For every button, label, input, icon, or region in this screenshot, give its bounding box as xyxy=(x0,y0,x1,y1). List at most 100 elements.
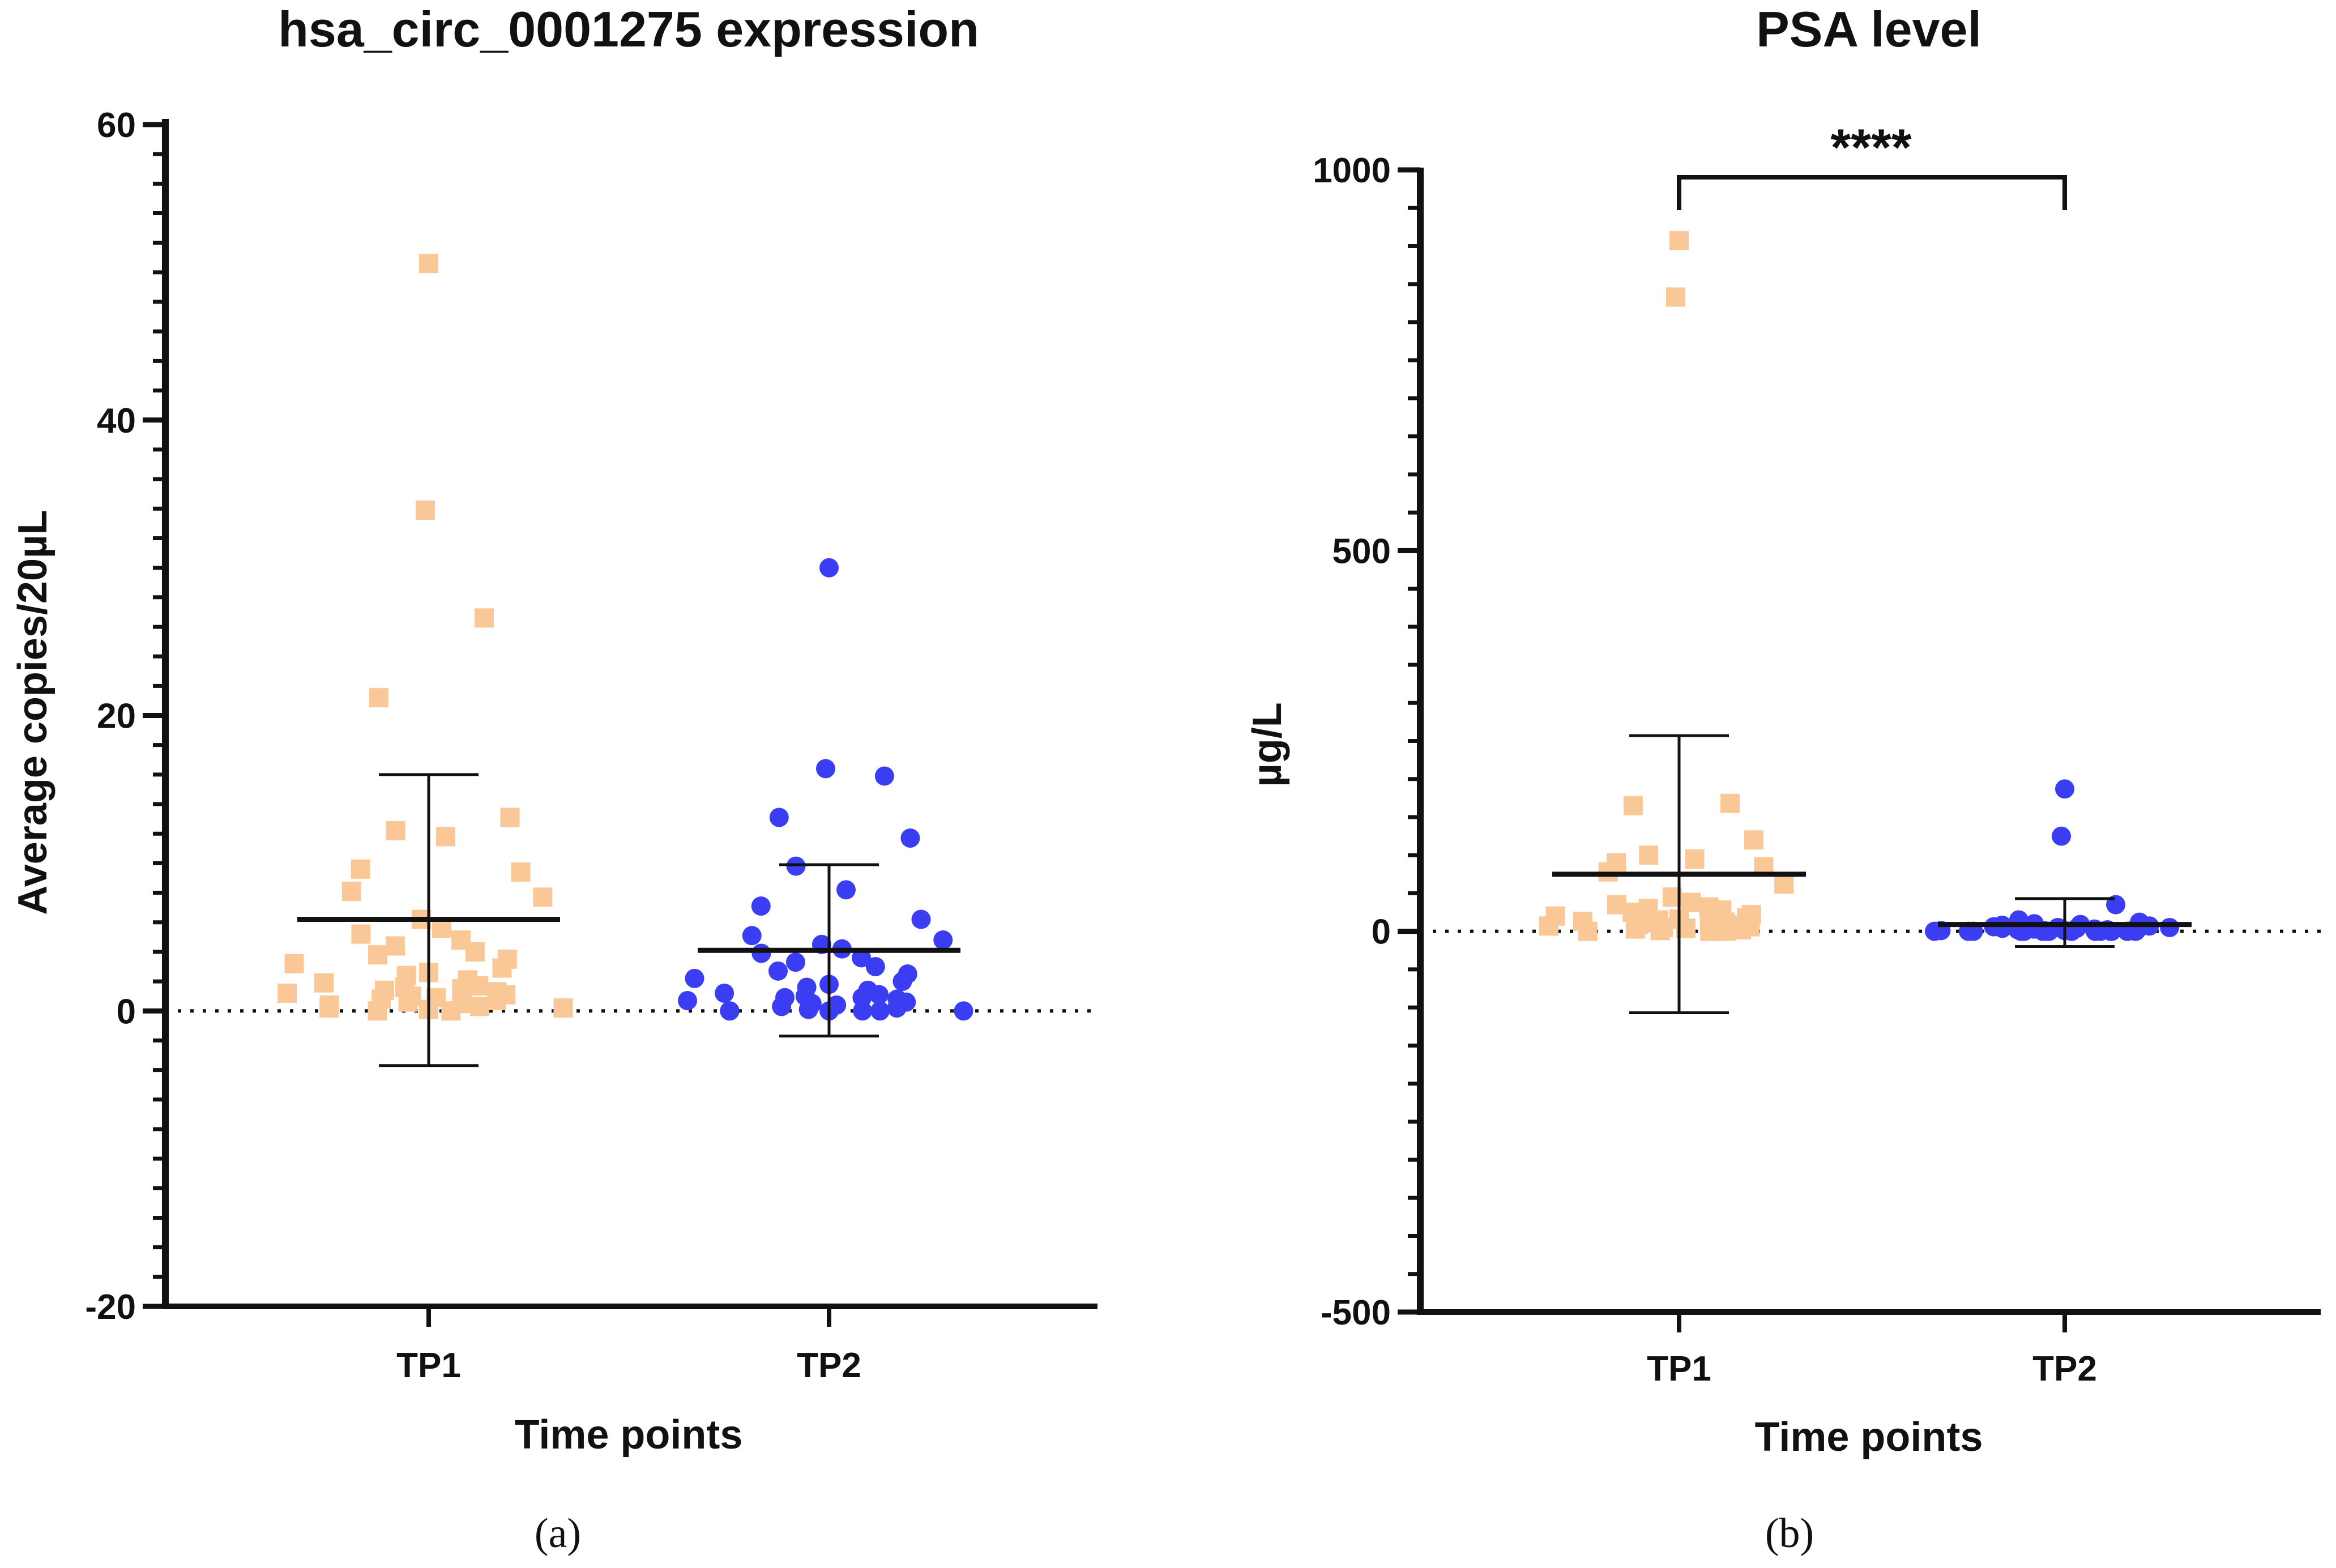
y-tick-label: 1000 xyxy=(1313,151,1391,190)
data-point-tp2 xyxy=(772,997,792,1016)
data-point-tp1 xyxy=(469,976,489,996)
data-point-tp2 xyxy=(852,948,872,968)
data-point-tp2 xyxy=(751,896,771,916)
y-tick-label: 0 xyxy=(117,992,136,1031)
panel-b-major-ticks: -500 0 500 1000 xyxy=(1313,151,1420,1332)
data-point-tp2 xyxy=(900,828,920,848)
data-point-tp1 xyxy=(284,954,304,973)
data-point-tp2 xyxy=(798,999,818,1019)
data-point-tp1 xyxy=(1539,916,1558,936)
data-point-tp1 xyxy=(1744,830,1763,850)
panel-a: hsa_circ_0001275 expression -20 0 20 40 60 T… xyxy=(10,1,1097,1557)
data-point-tp1 xyxy=(486,990,506,1010)
data-point-tp1 xyxy=(500,808,520,827)
panel-b-label: (b) xyxy=(1765,1510,1814,1557)
data-point-tp2 xyxy=(869,985,889,1005)
y-tick-label: -500 xyxy=(1321,1293,1391,1332)
data-point-tp1 xyxy=(1720,793,1740,813)
data-point-tp1 xyxy=(341,881,361,901)
data-point-tp1 xyxy=(1578,921,1598,941)
panel-b-title: PSA level xyxy=(1756,1,1981,57)
panel-b-x-axis-label: Time points xyxy=(1755,1415,1983,1460)
panel-a-points xyxy=(277,254,973,1021)
data-point-tp1 xyxy=(436,827,455,847)
data-point-tp1 xyxy=(1669,231,1689,251)
data-point-tp1 xyxy=(511,862,531,882)
data-point-tp2 xyxy=(853,1001,873,1021)
data-point-tp2 xyxy=(685,968,704,988)
data-point-tp2 xyxy=(751,943,771,963)
panel-a-x-tick-label-tp2: TP2 xyxy=(797,1346,861,1385)
data-point-tp2 xyxy=(768,961,788,981)
data-point-tp2 xyxy=(933,930,953,950)
data-point-tp1 xyxy=(277,983,297,1003)
data-point-tp1 xyxy=(1774,874,1794,894)
data-point-tp2 xyxy=(816,759,835,779)
data-point-tp2 xyxy=(836,880,856,900)
data-point-tp1 xyxy=(553,998,573,1018)
data-point-tp1 xyxy=(1623,796,1643,815)
y-tick-label: 500 xyxy=(1333,532,1391,571)
data-point-tp1 xyxy=(314,973,334,993)
data-point-tp2 xyxy=(769,808,789,827)
data-point-tp1 xyxy=(1716,921,1736,941)
data-point-tp1 xyxy=(1700,921,1720,941)
data-point-tp1 xyxy=(368,945,387,965)
panel-b-y-axis-label: µg/L xyxy=(1245,702,1290,787)
data-point-tp2 xyxy=(892,972,912,992)
data-point-tp1 xyxy=(369,688,388,708)
panel-a-label: (a) xyxy=(535,1510,581,1557)
data-point-tp1 xyxy=(368,1001,387,1021)
data-point-tp2 xyxy=(954,1001,973,1021)
panel-b-x-tick-label-tp2: TP2 xyxy=(2032,1349,2097,1388)
data-point-tp2 xyxy=(2160,917,2180,937)
data-point-tp2 xyxy=(887,998,907,1018)
panel-b-significance-bracket xyxy=(1677,175,2067,210)
data-point-tp2 xyxy=(911,909,931,929)
data-point-tp2 xyxy=(786,856,806,876)
data-point-tp1 xyxy=(441,1001,461,1021)
panel-a-title: hsa_circ_0001275 expression xyxy=(278,1,979,57)
panel-a-x-axis-label: Time points xyxy=(515,1412,743,1458)
data-point-tp2 xyxy=(720,1001,740,1021)
panel-b-points xyxy=(1539,231,2180,941)
data-point-tp1 xyxy=(1666,287,1685,307)
data-point-tp1 xyxy=(351,924,371,944)
panel-a-x-tick-label-tp1: TP1 xyxy=(396,1346,461,1385)
data-point-tp1 xyxy=(1681,892,1701,912)
data-point-tp1 xyxy=(1625,919,1645,939)
data-point-tp1 xyxy=(319,998,339,1018)
data-point-tp2 xyxy=(874,766,894,786)
data-point-tp1 xyxy=(386,821,405,840)
data-point-tp1 xyxy=(465,942,485,962)
y-tick-label: 0 xyxy=(1372,913,1391,952)
data-point-tp1 xyxy=(1685,849,1705,869)
data-point-tp1 xyxy=(398,992,418,1012)
panel-a-major-ticks: -20 0 20 40 60 xyxy=(85,106,165,1327)
data-point-tp1 xyxy=(492,958,512,978)
data-point-tp1 xyxy=(533,887,553,907)
data-point-tp2 xyxy=(742,926,762,946)
y-tick-label: 40 xyxy=(97,401,136,441)
data-point-tp2 xyxy=(785,952,805,972)
panel-a-y-axis-label: Average copies/20µL xyxy=(10,510,55,915)
y-tick-label: 60 xyxy=(97,106,136,145)
data-point-tp2 xyxy=(819,558,839,578)
data-point-tp1 xyxy=(474,608,494,628)
panel-b-significance-label: **** xyxy=(1830,119,1911,177)
data-point-tp2 xyxy=(870,1001,890,1021)
y-tick-label: 20 xyxy=(97,697,136,736)
y-tick-label: -20 xyxy=(85,1288,136,1327)
data-point-tp1 xyxy=(1650,921,1670,941)
data-point-tp2 xyxy=(2052,826,2071,846)
panel-b: PSA level -500 0 500 1000 **** TP1 TP2 Time… xyxy=(1245,1,2321,1557)
data-point-tp2 xyxy=(865,956,885,976)
data-point-tp2 xyxy=(715,983,734,1003)
data-point-tp1 xyxy=(419,254,438,274)
panel-b-x-tick-label-tp1: TP1 xyxy=(1647,1349,1711,1388)
data-point-tp1 xyxy=(470,997,489,1016)
data-point-tp2 xyxy=(2055,779,2074,799)
panel-a-error-bars xyxy=(297,773,960,1067)
data-point-tp1 xyxy=(416,500,435,520)
